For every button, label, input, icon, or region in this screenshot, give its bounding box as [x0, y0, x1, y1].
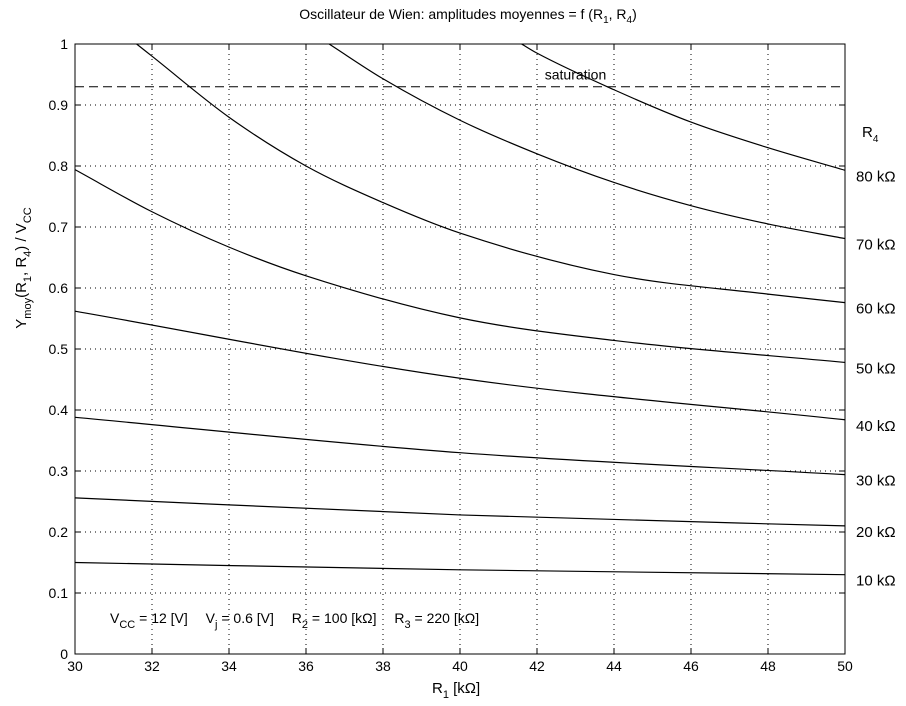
chart-title: Oscillateur de Wien: amplitudes moyennes…: [299, 6, 637, 26]
x-ticks: 30 32 34 36 38 40 42 44 46 48 50: [67, 44, 853, 674]
x-axis-label: R1 [kΩ]: [432, 680, 480, 701]
y-axis-label: Ymoy(R1, R4) / VCC: [13, 207, 34, 329]
y-tick-label: 0.8: [49, 158, 69, 174]
y-tick-label: 0.9: [49, 97, 69, 113]
series-curves: [74, 43, 846, 576]
series-label: 60 kΩ: [856, 301, 896, 318]
series-line: [74, 497, 846, 527]
series-line: [328, 43, 846, 240]
series-line: [74, 416, 846, 476]
x-tick-label: 34: [221, 658, 237, 674]
x-tick-label: 42: [529, 658, 545, 674]
y-tick-label: 0.2: [49, 524, 69, 540]
parameters-annotation: VCC = 12 [V] Vj = 0.6 [V] R2 = 100 [kΩ] …: [110, 610, 479, 631]
y-tick-label: 0: [60, 646, 68, 662]
series-line: [74, 561, 846, 576]
series-label: 10 kΩ: [856, 573, 896, 590]
x-tick-label: 50: [837, 658, 853, 674]
x-tick-label: 30: [67, 658, 83, 674]
x-tick-label: 40: [452, 658, 468, 674]
series-label: 80 kΩ: [856, 168, 896, 185]
y-tick-label: 0.1: [49, 585, 69, 601]
x-tick-label: 48: [760, 658, 776, 674]
series-label: 40 kΩ: [856, 418, 896, 435]
series-label: 20 kΩ: [856, 524, 896, 541]
series-label: 70 kΩ: [856, 237, 896, 254]
x-tick-label: 32: [144, 658, 160, 674]
y-tick-label: 0.3: [49, 463, 69, 479]
saturation-label: saturation: [545, 67, 606, 83]
series-label: 30 kΩ: [856, 473, 896, 490]
x-tick-label: 38: [375, 658, 391, 674]
series-line: [74, 310, 846, 421]
y-tick-label: 1: [60, 36, 68, 52]
legend-title: R4: [862, 124, 879, 145]
series-labels: 10 kΩ 20 kΩ 30 kΩ 40 kΩ 50 kΩ 60 kΩ 70 kΩ 80 kΩ: [856, 168, 896, 589]
y-ticks: 0 0.1 0.2 0.3 0.4 0.5 0.6 0.7 0.8 0.9 1: [49, 36, 845, 662]
series-line: [521, 43, 846, 171]
y-tick-label: 0.4: [49, 402, 69, 418]
x-tick-label: 36: [298, 658, 314, 674]
y-tick-label: 0.7: [49, 219, 69, 235]
y-tick-label: 0.6: [49, 280, 69, 296]
x-tick-label: 44: [606, 658, 622, 674]
y-tick-label: 0.5: [49, 341, 69, 357]
series-line: [136, 43, 846, 304]
series-label: 50 kΩ: [856, 360, 896, 377]
series-line: [74, 169, 846, 364]
x-tick-label: 46: [683, 658, 699, 674]
